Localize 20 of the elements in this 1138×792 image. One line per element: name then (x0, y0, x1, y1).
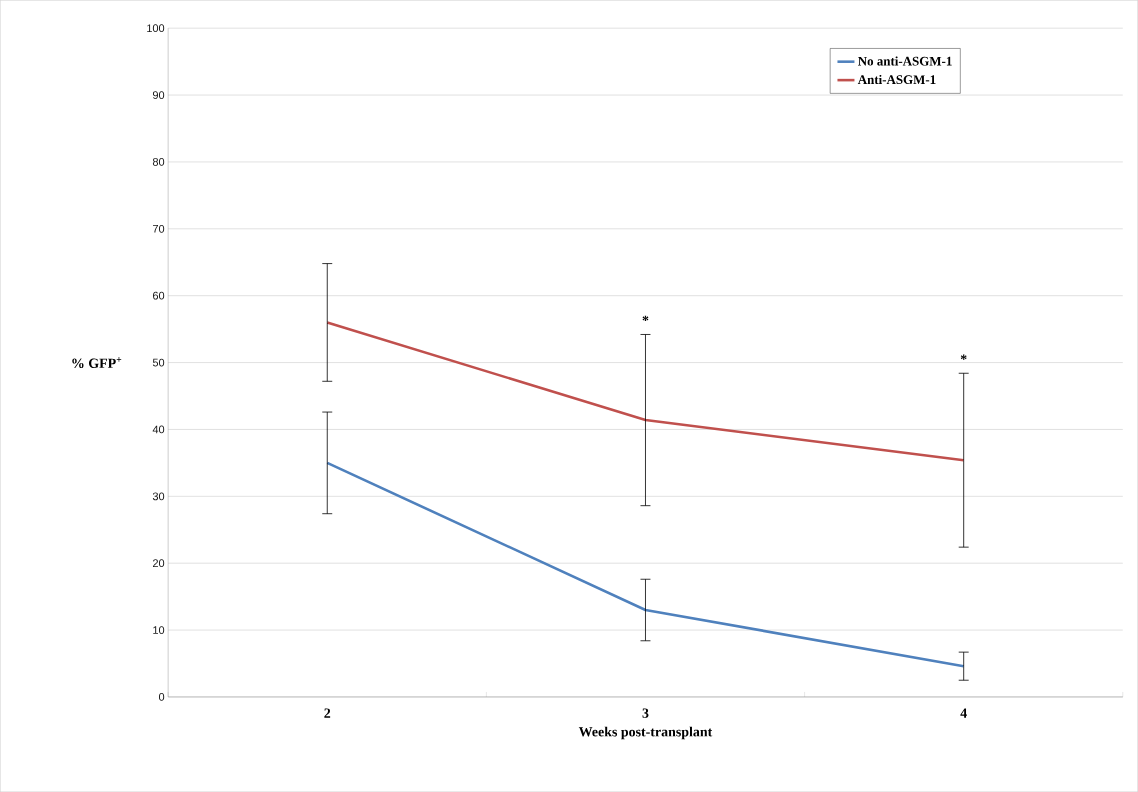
annotation: * (642, 315, 649, 321)
y-tick-label: 10 (153, 626, 165, 634)
y-tick-label: 70 (153, 224, 165, 233)
annotation: * (960, 354, 967, 360)
y-tick-label: 50 (152, 358, 165, 367)
x-tick-label: 2 (324, 708, 331, 718)
x-tick-label: 3 (642, 708, 649, 718)
y-tick-label: 80 (152, 158, 165, 166)
y-tick-label: 90 (152, 91, 165, 99)
y-tick-label: 20 (152, 559, 165, 568)
legend-label: No anti-ASGM-1 (858, 56, 952, 66)
x-tick-label: 4 (960, 708, 967, 718)
y-tick-label: 40 (152, 425, 165, 434)
y-tick-label: 100 (147, 24, 165, 33)
y-tick-label: 60 (153, 291, 165, 300)
y-tick-label: 0 (158, 693, 165, 701)
y-tick-label: 30 (152, 492, 165, 501)
y-axis-title: % GFP$^{+}$ (72, 357, 122, 368)
legend-label: Anti-ASGM-1 (857, 74, 936, 84)
x-axis-title: Weeks post-transplant (578, 726, 713, 740)
